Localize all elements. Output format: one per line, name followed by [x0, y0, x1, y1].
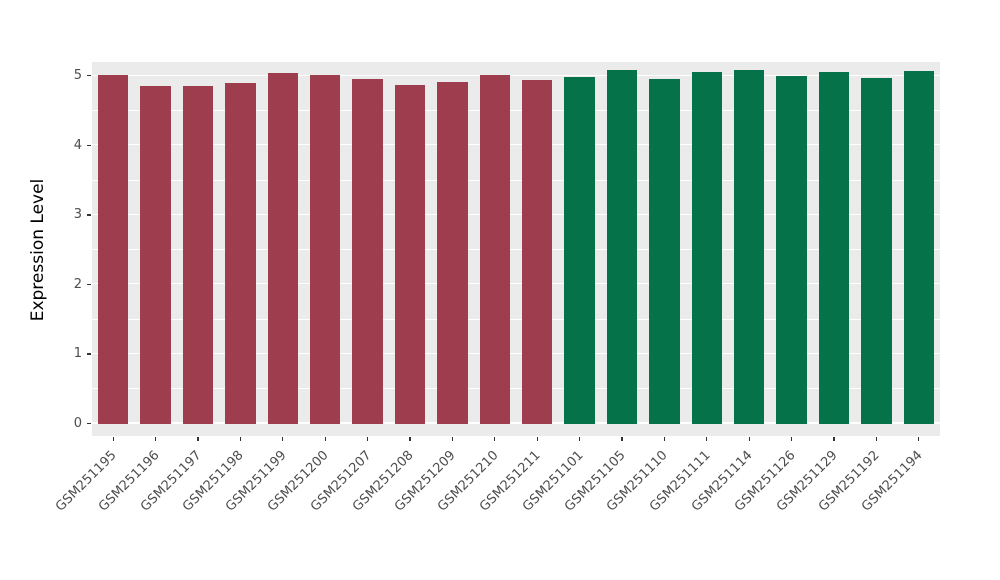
- minor-gridline: [92, 388, 940, 389]
- y-tick-label: 2: [73, 276, 82, 292]
- y-axis-title: Expression Level: [28, 178, 48, 322]
- minor-gridline: [92, 249, 940, 250]
- bar: [649, 78, 680, 424]
- y-tick-label: 4: [73, 137, 82, 153]
- minor-gridline: [92, 318, 940, 320]
- y-tick-mark: [87, 283, 91, 286]
- x-tick-mark: [579, 437, 581, 441]
- bar: [521, 80, 553, 424]
- bar: [352, 78, 383, 424]
- bar: [140, 86, 171, 424]
- plot-panel: [92, 62, 940, 436]
- bar: [691, 72, 723, 424]
- major-gridline: [92, 144, 940, 146]
- x-tick-mark: [833, 437, 835, 441]
- x-tick-mark: [282, 437, 284, 441]
- x-tick-mark: [791, 437, 793, 441]
- bar: [861, 78, 892, 424]
- bar: [437, 82, 468, 424]
- x-tick-mark: [918, 437, 920, 441]
- y-tick-mark: [87, 353, 91, 355]
- major-gridline: [92, 283, 940, 285]
- y-tick-label: 3: [73, 207, 82, 223]
- major-gridline: [92, 213, 940, 215]
- x-tick-mark: [748, 437, 750, 441]
- y-tick-mark: [87, 144, 91, 146]
- x-tick-mark: [155, 437, 157, 441]
- y-tick-label: 5: [73, 68, 82, 84]
- y-tick-label: 1: [73, 346, 82, 362]
- x-tick-mark: [324, 437, 326, 441]
- x-tick-mark: [494, 437, 496, 441]
- major-gridline: [92, 74, 940, 76]
- y-tick-mark: [87, 422, 91, 425]
- bar: [182, 86, 214, 424]
- x-tick-mark: [875, 437, 877, 441]
- bar: [776, 75, 807, 424]
- x-tick-mark: [367, 437, 369, 441]
- minor-gridline: [92, 179, 940, 181]
- bar: [309, 74, 341, 424]
- minor-gridline: [92, 109, 940, 111]
- bar: [97, 74, 129, 424]
- x-tick-mark: [536, 437, 538, 441]
- bar: [903, 71, 935, 424]
- x-tick-mark: [621, 437, 623, 441]
- bar: [733, 70, 765, 424]
- bar: [564, 77, 595, 424]
- x-tick-mark: [706, 437, 708, 441]
- bar: [267, 73, 299, 424]
- x-tick-mark: [451, 437, 453, 441]
- bar: [479, 75, 511, 424]
- y-tick-mark: [87, 214, 91, 216]
- y-tick-mark: [87, 75, 91, 77]
- x-tick-mark: [239, 437, 241, 441]
- x-tick-mark: [409, 437, 411, 441]
- major-gridline: [92, 422, 940, 424]
- major-gridline: [92, 352, 940, 354]
- bar: [818, 72, 850, 424]
- bar: [606, 70, 638, 424]
- x-tick-mark: [663, 437, 665, 441]
- bar: [394, 84, 426, 424]
- x-tick-mark: [112, 437, 114, 441]
- x-tick-mark: [197, 437, 199, 441]
- bar: [225, 82, 256, 424]
- y-tick-label: 0: [73, 415, 82, 431]
